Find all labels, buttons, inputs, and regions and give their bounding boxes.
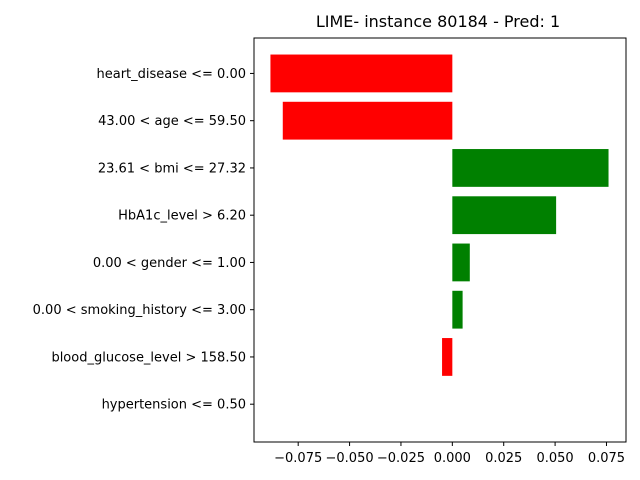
bar-4 [452,243,470,282]
x-tick-label: −0.075 [274,451,322,466]
x-tick-label: 0.025 [485,451,522,466]
x-tick-label: 0.075 [588,451,625,466]
y-tick-label: HbA1c_level > 6.20 [118,209,246,224]
bars-group [270,54,609,376]
y-tick-label: 23.61 < bmi <= 27.32 [98,161,246,176]
bar-1 [282,101,453,140]
x-tick-label: −0.050 [326,451,374,466]
y-tick-label: 0.00 < gender <= 1.00 [93,256,246,271]
bar-6 [442,338,453,376]
bar-3 [452,196,557,235]
y-tick-label: heart_disease <= 0.00 [96,67,246,82]
chart-title: LIME- instance 80184 - Pred: 1 [316,12,560,31]
x-tick-label: −0.025 [377,451,425,466]
y-axis-ticks: heart_disease <= 0.00 43.00 < age <= 59.5… [33,67,254,413]
x-tick-label: 0.000 [434,451,471,466]
y-tick-label: 43.00 < age <= 59.50 [98,114,246,129]
x-axis-ticks: −0.075 −0.050 −0.025 0.000 0.025 0.050 0.075 [274,442,625,466]
bar-5 [452,290,463,329]
bar-0 [270,54,453,93]
y-tick-label: blood_glucose_level > 158.50 [51,350,246,365]
x-tick-label: 0.050 [536,451,573,466]
bar-2 [452,149,609,187]
y-tick-label: 0.00 < smoking_history <= 3.00 [33,303,246,318]
y-tick-label: hypertension <= 0.50 [102,398,246,413]
plot-frame [253,37,627,443]
